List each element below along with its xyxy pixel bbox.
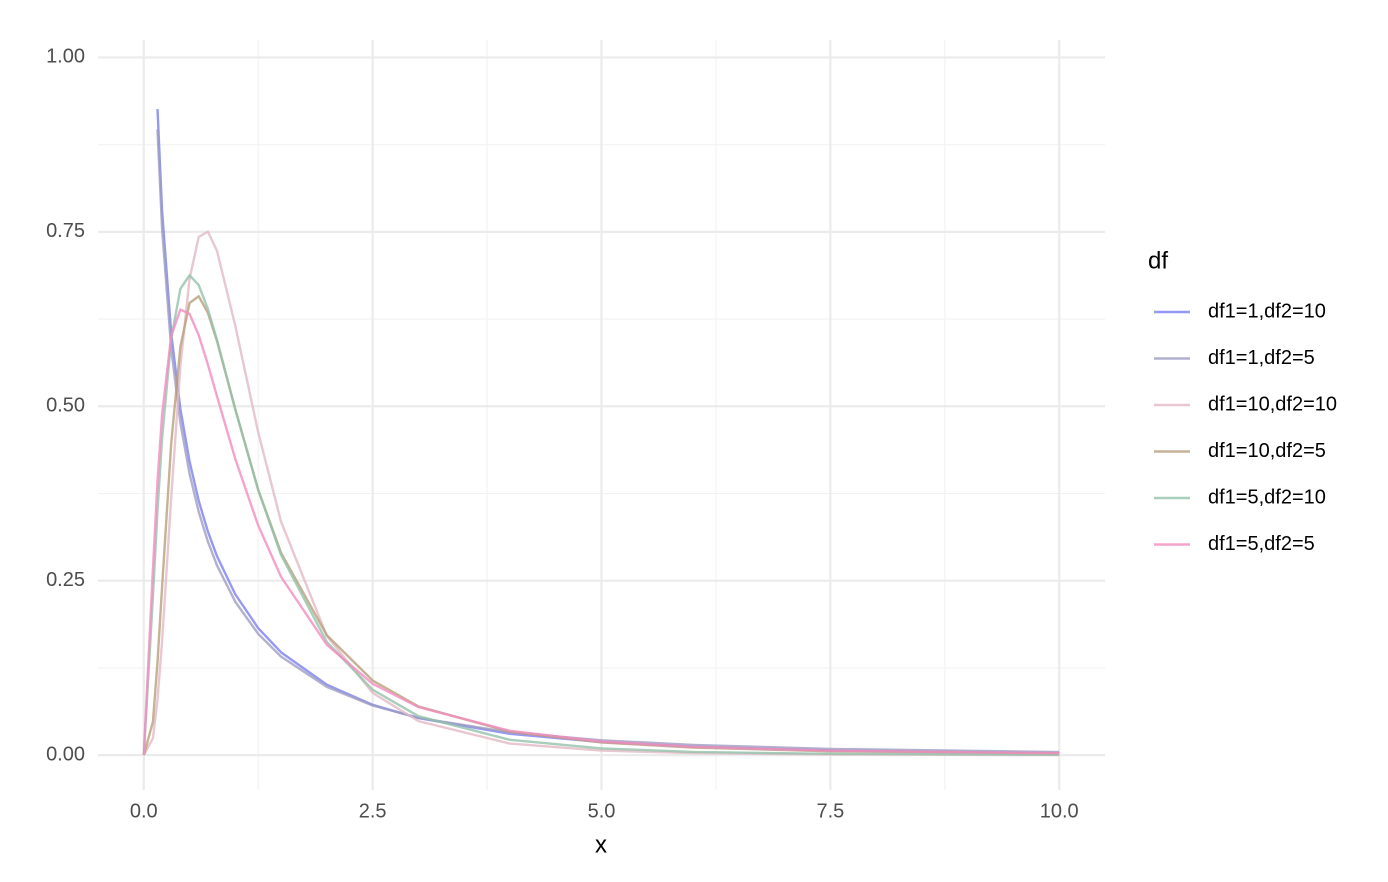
y-tick-label: 0.25 — [46, 569, 85, 591]
y-tick-label: 0.50 — [46, 395, 85, 417]
x-tick-label: 10.0 — [1040, 800, 1079, 822]
legend-label: df1=5,df2=10 — [1208, 486, 1326, 508]
line — [142, 230, 1060, 757]
y-tick-label: 1.00 — [46, 46, 85, 68]
line — [142, 308, 1060, 756]
line — [156, 109, 1060, 755]
x-tick-label: 0.0 — [130, 800, 158, 822]
grid — [98, 40, 1105, 790]
legend-title: df — [1148, 247, 1168, 274]
line — [142, 274, 1060, 756]
legend-label: df1=10,df2=5 — [1208, 440, 1326, 462]
legend-label: df1=5,df2=5 — [1208, 533, 1315, 555]
x-tick-label: 2.5 — [359, 800, 387, 822]
legend-label: df1=1,df2=10 — [1208, 300, 1326, 322]
line — [156, 129, 1060, 754]
y-tick-label: 0.75 — [46, 220, 85, 242]
legend-label: df1=1,df2=5 — [1208, 347, 1315, 369]
x-tick-label: 7.5 — [816, 800, 844, 822]
x-axis-label: x — [595, 831, 607, 858]
y-tick-label: 0.00 — [46, 743, 85, 765]
x-tick-label: 5.0 — [588, 800, 616, 822]
legend-label: df1=10,df2=10 — [1208, 393, 1337, 415]
